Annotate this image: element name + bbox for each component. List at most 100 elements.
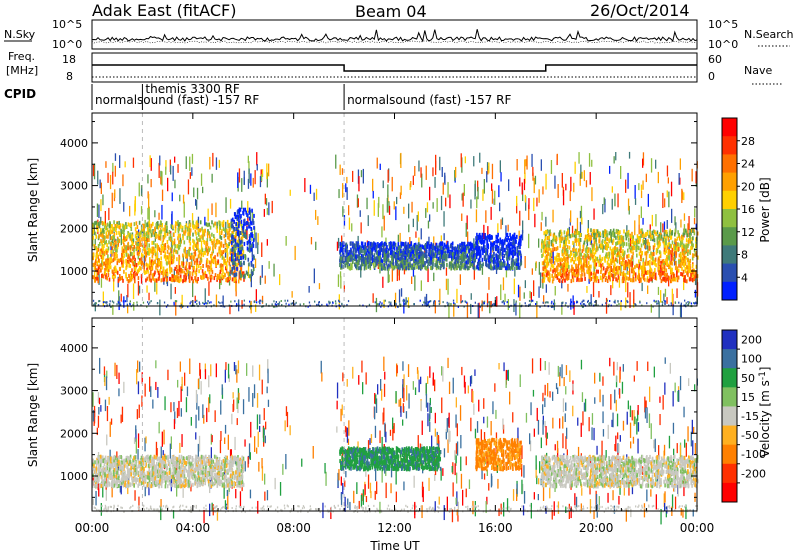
- data-cell: [462, 256, 465, 261]
- data-cell: [672, 256, 674, 261]
- data-cell: [590, 236, 592, 241]
- data-cell: [499, 241, 501, 246]
- scatter-cell: [380, 257, 382, 267]
- data-cell: [441, 252, 443, 257]
- data-cell: [509, 250, 512, 255]
- data-cell: [123, 269, 125, 274]
- scatter-cell: [377, 259, 379, 270]
- scatter-cell: [638, 224, 640, 235]
- data-cell: [231, 277, 234, 282]
- scatter-cell: [373, 200, 375, 216]
- data-cell: [558, 253, 560, 257]
- data-cell: [365, 246, 367, 250]
- data-cell: [246, 246, 249, 251]
- data-cell: [108, 240, 110, 245]
- data-cell: [559, 239, 561, 244]
- data-cell: [119, 223, 122, 228]
- data-cell: [342, 243, 345, 248]
- data-cell: [250, 247, 252, 252]
- data-cell: [643, 273, 645, 278]
- data-cell: [218, 272, 221, 277]
- data-cell: [402, 242, 404, 247]
- scatter-cell: [658, 301, 660, 318]
- data-cell: [577, 238, 580, 243]
- data-cell: [448, 263, 451, 268]
- scatter-cell: [335, 154, 337, 169]
- data-cell: [509, 266, 512, 271]
- data-cell: [465, 254, 468, 259]
- data-cell: [123, 253, 125, 258]
- data-cell: [166, 240, 169, 244]
- data-cell: [445, 244, 447, 249]
- data-cell: [593, 231, 595, 236]
- scatter-cell: [507, 248, 509, 260]
- scatter-cell: [183, 201, 185, 218]
- data-cell: [192, 268, 195, 273]
- data-cell: [107, 246, 110, 251]
- data-cell: [178, 268, 181, 273]
- scatter-cell: [478, 302, 480, 318]
- data-cell: [379, 250, 381, 255]
- data-cell: [373, 253, 376, 258]
- scatter-cell: [432, 202, 434, 209]
- data-cell: [357, 246, 359, 251]
- data-cell: [627, 258, 630, 263]
- data-cell: [352, 260, 354, 264]
- data-cell: [149, 261, 151, 266]
- scatter-cell: [250, 300, 252, 314]
- data-cell: [653, 252, 655, 256]
- data-cell: [115, 256, 117, 261]
- data-cell: [202, 235, 204, 240]
- data-cell: [611, 240, 614, 245]
- data-cell: [485, 251, 487, 256]
- data-cell: [195, 268, 198, 273]
- scatter-cell: [343, 285, 345, 292]
- data-cell: [680, 252, 682, 257]
- data-cell: [166, 231, 169, 236]
- scatter-cell: [627, 198, 630, 211]
- data-cell: [113, 267, 115, 272]
- data-cell: [462, 263, 464, 267]
- scatter-cell: [338, 189, 340, 199]
- data-cell: [357, 254, 359, 259]
- data-cell: [347, 258, 349, 263]
- data-cell: [123, 249, 126, 254]
- scatter-cell: [589, 172, 591, 185]
- data-cell: [129, 278, 131, 283]
- data-cell: [495, 247, 497, 252]
- data-cell: [201, 275, 204, 280]
- data-cell: [598, 236, 601, 241]
- data-cell: [551, 279, 554, 284]
- data-cell: [114, 252, 116, 257]
- scatter-cell: [412, 175, 414, 185]
- data-cell: [176, 278, 179, 283]
- data-cell: [430, 242, 433, 247]
- data-cell: [559, 235, 562, 240]
- data-cell: [413, 258, 415, 262]
- scatter-cell: [491, 189, 494, 204]
- data-cell: [424, 253, 426, 258]
- data-cell: [515, 258, 517, 263]
- data-cell: [108, 277, 111, 282]
- data-cell: [124, 237, 126, 242]
- data-cell: [143, 228, 145, 233]
- data-cell: [219, 269, 222, 274]
- scatter-cell: [447, 182, 449, 198]
- scatter-cell: [538, 261, 540, 275]
- data-cell: [160, 264, 163, 269]
- data-cell: [639, 229, 642, 234]
- data-cell: [128, 234, 131, 239]
- scatter-cell: [225, 197, 227, 213]
- scatter-cell: [695, 223, 697, 231]
- data-cell: [190, 261, 192, 266]
- scatter-cell: [591, 187, 593, 202]
- data-cell: [349, 241, 352, 246]
- data-cell: [162, 227, 164, 232]
- data-cell: [674, 260, 677, 265]
- data-cell: [153, 248, 156, 253]
- data-cell: [432, 243, 435, 248]
- data-cell: [93, 266, 96, 270]
- data-cell: [248, 207, 251, 212]
- data-cell: [175, 276, 178, 281]
